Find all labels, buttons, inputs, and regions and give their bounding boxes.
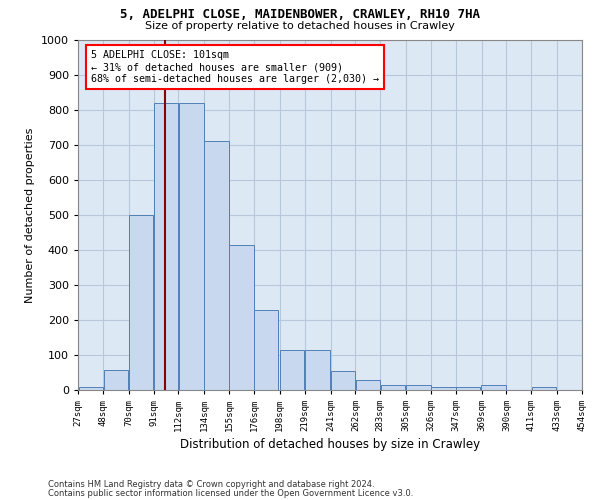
Bar [229,244,254,390]
Bar [179,103,203,390]
Bar [305,350,330,390]
Bar [280,350,304,390]
Bar [254,310,278,390]
Text: Contains HM Land Registry data © Crown copyright and database right 2024.: Contains HM Land Registry data © Crown c… [48,480,374,489]
Bar [356,380,380,390]
Bar [205,142,229,390]
Bar [406,385,431,390]
Bar [129,215,154,390]
X-axis label: Distribution of detached houses by size in Crawley: Distribution of detached houses by size … [180,438,480,451]
Bar [104,370,128,390]
Text: Contains public sector information licensed under the Open Government Licence v3: Contains public sector information licen… [48,488,413,498]
Bar [331,371,355,390]
Bar [431,386,455,390]
Text: 5 ADELPHI CLOSE: 101sqm
← 31% of detached houses are smaller (909)
68% of semi-d: 5 ADELPHI CLOSE: 101sqm ← 31% of detache… [91,50,379,84]
Bar [532,386,556,390]
Text: Size of property relative to detached houses in Crawley: Size of property relative to detached ho… [145,21,455,31]
Y-axis label: Number of detached properties: Number of detached properties [25,128,35,302]
Bar [79,387,103,390]
Bar [154,103,178,390]
Text: 5, ADELPHI CLOSE, MAIDENBOWER, CRAWLEY, RH10 7HA: 5, ADELPHI CLOSE, MAIDENBOWER, CRAWLEY, … [120,8,480,20]
Bar [456,386,481,390]
Bar [381,385,406,390]
Bar [481,385,506,390]
